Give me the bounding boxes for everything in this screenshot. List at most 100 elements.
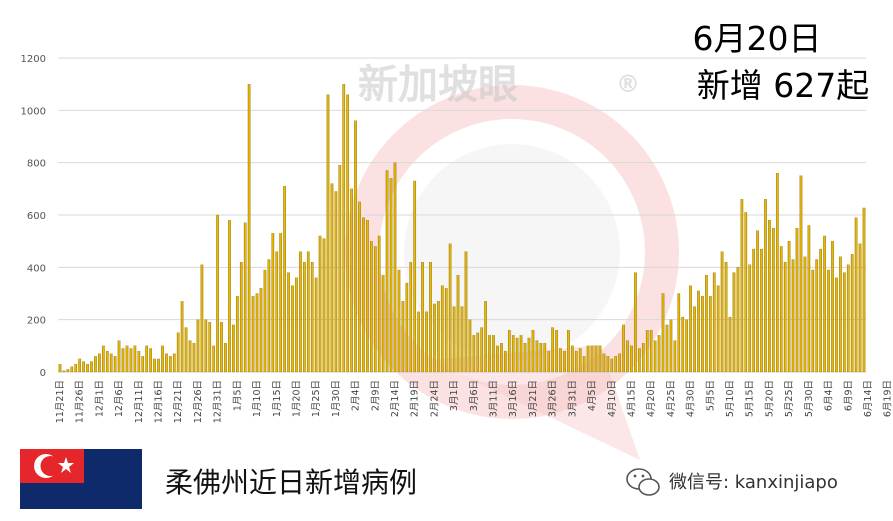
bar — [815, 259, 819, 373]
x-tick-label: 3月6日 — [469, 380, 480, 411]
bar — [216, 214, 219, 373]
bar — [791, 259, 795, 373]
bar — [460, 306, 464, 373]
bar — [811, 269, 815, 373]
bar — [66, 369, 70, 373]
x-tick-label: 1月20日 — [292, 380, 303, 417]
bar — [314, 277, 318, 373]
y-tick-label: 400 — [27, 263, 46, 274]
bar — [417, 311, 420, 373]
x-tick-label: 3月31日 — [567, 380, 578, 417]
bar — [208, 322, 212, 373]
bar — [697, 290, 700, 373]
bar — [275, 251, 279, 373]
bar — [255, 293, 259, 373]
watermark-text: 新加坡眼 — [358, 62, 518, 108]
x-tick-label: 2月14日 — [390, 380, 401, 417]
bar — [606, 356, 610, 373]
bar — [78, 358, 82, 373]
bar — [799, 175, 803, 373]
bar — [259, 288, 263, 373]
bar — [98, 353, 101, 373]
bar — [456, 275, 460, 373]
bar — [787, 241, 791, 373]
bar — [578, 348, 582, 373]
bar — [586, 345, 590, 373]
bar — [673, 340, 677, 373]
bar — [180, 301, 184, 373]
x-tick-label: 5月5日 — [705, 380, 716, 411]
bar — [720, 251, 724, 373]
x-tick-label: 11月26日 — [75, 380, 86, 423]
x-tick-label: 1月5日 — [232, 380, 243, 411]
bar — [756, 230, 759, 373]
bar — [634, 272, 637, 373]
bar — [377, 235, 381, 373]
bar — [500, 343, 503, 373]
bar — [121, 348, 125, 373]
chart-caption: 柔佛州近日新增病例 — [165, 466, 417, 499]
bar — [425, 311, 428, 373]
x-tick-label: 1月10日 — [252, 380, 263, 417]
watermark-ring — [345, 85, 679, 419]
bar — [610, 358, 614, 373]
y-tick-label: 200 — [27, 316, 46, 327]
y-tick-label: 1200 — [21, 54, 46, 65]
bar — [433, 303, 436, 373]
bar — [287, 272, 290, 373]
bar — [141, 356, 145, 373]
bar — [472, 335, 476, 373]
bar — [590, 345, 594, 373]
bar — [161, 345, 164, 373]
bar — [397, 269, 401, 373]
bar — [614, 356, 618, 373]
bar — [267, 259, 271, 373]
bar — [440, 285, 444, 373]
bar — [669, 319, 673, 373]
x-tick-label: 12月6日 — [114, 380, 125, 417]
x-tick-label: 5月10日 — [725, 380, 736, 417]
bar — [302, 261, 306, 373]
bar — [574, 350, 578, 373]
bar — [716, 285, 720, 373]
bar — [661, 293, 665, 373]
bar — [350, 188, 353, 373]
bar — [176, 332, 180, 373]
bar — [768, 220, 771, 373]
bar — [551, 327, 554, 373]
bar — [133, 345, 137, 373]
x-tick-label: 12月11日 — [134, 380, 145, 423]
bar — [90, 361, 93, 373]
x-tick-label: 2月19日 — [410, 380, 421, 417]
bar — [598, 345, 602, 373]
x-tick-label: 3月11日 — [489, 380, 500, 417]
bar — [74, 364, 78, 373]
bar — [531, 330, 535, 373]
bar — [389, 178, 393, 373]
bar — [94, 356, 97, 373]
bar — [850, 254, 854, 373]
x-tick-label: 6月9日 — [843, 380, 854, 411]
bar — [243, 222, 247, 373]
headline-date: 6月20日 — [693, 19, 822, 58]
bar — [86, 364, 89, 373]
bar — [527, 337, 531, 373]
bar — [58, 364, 62, 373]
bar — [263, 269, 267, 373]
bar — [153, 358, 156, 373]
bar — [165, 353, 168, 373]
x-tick-label: 12月1日 — [94, 380, 105, 417]
bar — [626, 340, 629, 373]
bar — [519, 335, 523, 373]
bar — [283, 186, 286, 373]
y-tick-label: 600 — [27, 211, 46, 222]
bar — [145, 345, 149, 373]
bar — [555, 330, 558, 373]
bar — [421, 261, 424, 373]
bar — [334, 191, 338, 373]
bar — [760, 248, 763, 373]
x-tick-label: 5月20日 — [764, 380, 775, 417]
bar — [385, 170, 389, 373]
bar — [783, 261, 787, 373]
